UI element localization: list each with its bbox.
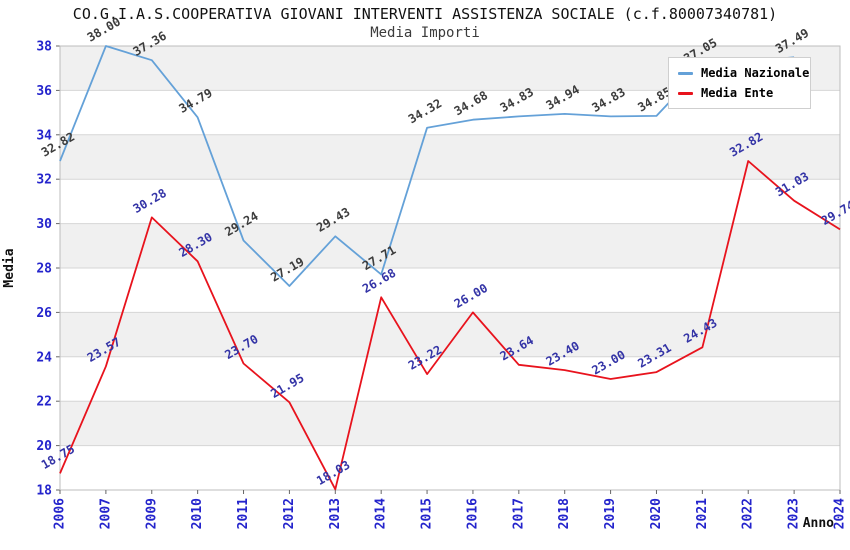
x-tick-label: 2020 bbox=[649, 498, 664, 529]
y-tick-label: 34 bbox=[36, 128, 52, 143]
legend-item-media-ente: Media Ente bbox=[678, 86, 810, 100]
plot-band bbox=[60, 134, 840, 180]
y-tick-label: 24 bbox=[36, 350, 52, 365]
y-tick-label: 18 bbox=[36, 484, 52, 499]
data-point-label: 34.68 bbox=[452, 88, 490, 118]
x-tick-label: 2013 bbox=[328, 498, 343, 529]
x-tick-label: 2017 bbox=[511, 498, 526, 529]
x-tick-label: 2012 bbox=[282, 498, 297, 529]
data-point-label: 26.00 bbox=[452, 281, 490, 311]
x-tick-label: 2022 bbox=[741, 498, 756, 529]
data-point-label: 18.03 bbox=[314, 458, 352, 488]
y-tick-label: 20 bbox=[36, 439, 52, 454]
y-tick-label: 30 bbox=[36, 217, 52, 232]
x-tick-label: 2019 bbox=[603, 498, 618, 529]
y-tick-label: 22 bbox=[36, 395, 52, 410]
plot-band bbox=[60, 401, 840, 446]
x-tick-label: 2016 bbox=[465, 498, 480, 529]
plot-band bbox=[60, 223, 840, 268]
data-point-label: 21.95 bbox=[268, 371, 306, 401]
y-tick-label: 32 bbox=[36, 173, 52, 188]
legend: Media Nazionale Media Ente bbox=[668, 57, 811, 109]
x-tick-label: 2010 bbox=[190, 498, 205, 529]
x-tick-label: 2024 bbox=[833, 498, 848, 529]
series-line-media-ente bbox=[59, 160, 841, 491]
x-tick-label: 2023 bbox=[787, 498, 802, 529]
plot-band bbox=[60, 312, 840, 357]
y-axis-title: Media bbox=[2, 248, 17, 287]
x-tick-label: 2011 bbox=[236, 498, 251, 529]
media-ente-line-swatch bbox=[678, 91, 693, 95]
y-tick-label: 38 bbox=[36, 40, 52, 55]
x-tick-label: 2015 bbox=[420, 498, 435, 529]
data-point-label: 30.28 bbox=[131, 186, 169, 216]
x-axis-title: Anno bbox=[803, 516, 834, 531]
media-nazionale-line-swatch bbox=[678, 71, 693, 75]
chart-title: CO.G.I.A.S.COOPERATIVA GIOVANI INTERVENT… bbox=[72, 5, 778, 23]
legend-item-media-nazionale: Media Nazionale bbox=[678, 66, 810, 80]
legend-label: Media Nazionale bbox=[701, 66, 810, 80]
data-point-label: 34.32 bbox=[406, 96, 444, 126]
plot-border bbox=[59, 45, 841, 491]
legend-label: Media Ente bbox=[701, 86, 774, 100]
x-tick-label: 2014 bbox=[374, 498, 389, 529]
y-tick-label: 28 bbox=[36, 262, 52, 277]
x-tick-label: 2021 bbox=[695, 498, 710, 529]
data-point-label: 38.00 bbox=[85, 14, 123, 44]
x-tick-label: 2006 bbox=[53, 498, 68, 529]
x-tick-label: 2007 bbox=[98, 498, 113, 529]
x-tick-label: 2018 bbox=[557, 498, 572, 529]
chart-subtitle: Media Importi bbox=[370, 25, 480, 41]
x-tick-label: 2009 bbox=[144, 498, 159, 529]
y-tick-label: 36 bbox=[36, 84, 52, 99]
y-tick-label: 26 bbox=[36, 306, 52, 321]
